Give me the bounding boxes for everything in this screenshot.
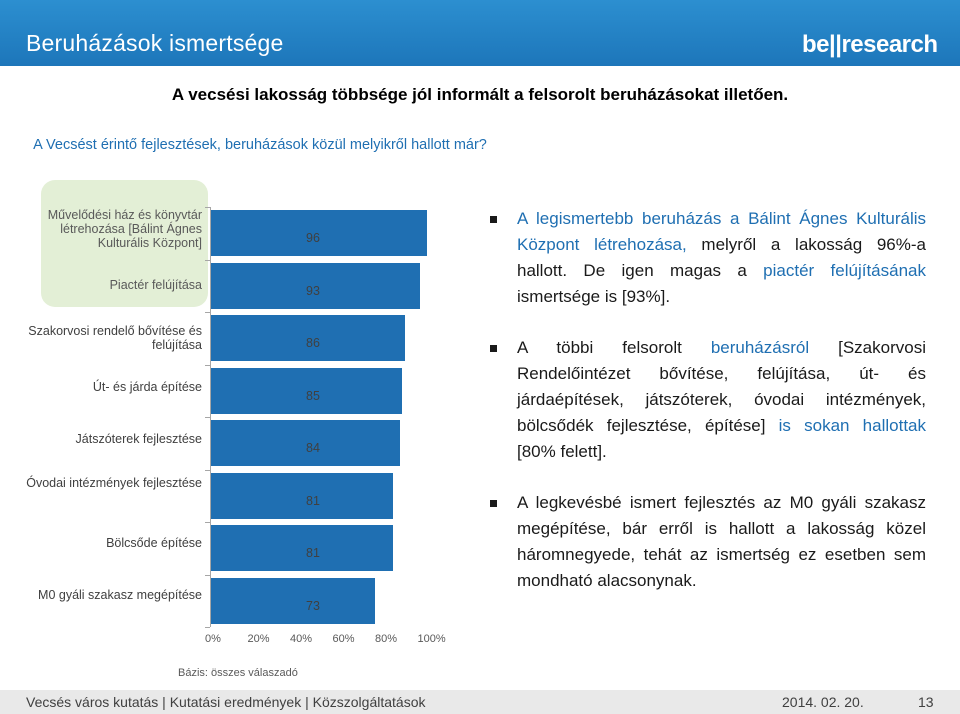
bar <box>211 315 405 362</box>
bullet-text-segment: A legkevésbé ismert fejlesztés az M0 gyá… <box>517 493 926 590</box>
bullet-square-icon <box>490 500 497 507</box>
x-axis-tick-label: 0% <box>205 633 221 645</box>
category-label: Művelődési ház és könyvtár létrehozása [… <box>47 208 202 250</box>
slide-header: Beruházások ismertsége be||research <box>0 0 960 66</box>
category-label: Piactér felújítása <box>109 278 202 292</box>
category-label: Bölcsőde építése <box>106 536 202 550</box>
category-label: Út- és járda építése <box>92 380 202 394</box>
y-axis-tick <box>205 417 210 418</box>
bar-value-label: 93 <box>306 283 320 298</box>
category-label: Óvodai intézmények fejlesztése <box>26 476 202 490</box>
x-axis-tick-label: 100% <box>417 633 446 645</box>
y-axis-tick <box>205 469 210 471</box>
bar-value-label: 81 <box>306 546 320 561</box>
bullet-square-icon <box>490 216 497 223</box>
bar <box>211 367 403 414</box>
highlight-box <box>41 180 208 307</box>
bullet-text-segment: ismertsége is [93%]. <box>517 287 671 306</box>
footer: Vecsés város kutatás | Kutatási eredmény… <box>0 690 960 714</box>
category-label: Szakorvosi rendelő bővítése és felújítás… <box>28 324 202 352</box>
bar-value-label: 85 <box>306 388 320 403</box>
bar-value-label: 96 <box>306 231 320 246</box>
page-number: 13 <box>918 694 934 710</box>
bullet-text-segment: piactér felújításának <box>763 261 926 280</box>
bar-value-label: 73 <box>306 598 320 613</box>
footer-text: Vecsés város kutatás | Kutatási eredmény… <box>26 694 426 710</box>
x-axis-tick-label: 60% <box>332 633 355 645</box>
x-axis-tick-label: 40% <box>290 633 313 645</box>
y-axis-tick <box>205 259 210 261</box>
y-axis-tick <box>205 627 210 628</box>
y-axis-tick <box>205 207 210 208</box>
bar <box>211 420 400 467</box>
bar-value-label: 84 <box>306 441 320 456</box>
category-label: Játszóterek fejlesztése <box>75 432 202 446</box>
bullet-point: A többi felsorolt beruházásról [Szakorvo… <box>490 335 926 465</box>
bar <box>211 210 427 257</box>
bar <box>211 262 421 309</box>
bar-value-label: 81 <box>306 493 320 508</box>
survey-question: A Vecsést érintő fejlesztések, beruházás… <box>33 137 487 153</box>
y-axis-tick <box>205 574 210 576</box>
bar <box>211 577 376 624</box>
y-axis-tick <box>205 522 210 523</box>
x-axis-tick-label: 80% <box>375 633 398 645</box>
bar <box>211 472 394 519</box>
category-label: M0 gyáli szakasz megépítése <box>38 588 202 602</box>
bullet-point: A legismertebb beruházás a Bálint Ágnes … <box>490 206 926 310</box>
bullet-text-segment: [80% felett]. <box>517 442 607 461</box>
bullet-text-segment: is sokan hallottak <box>778 416 926 435</box>
y-axis-tick <box>205 312 210 313</box>
y-axis-tick <box>205 364 210 366</box>
bullet-text-segment: melyről a lakosság 96%-a hallott. De ige… <box>517 235 926 280</box>
bullet-text-segment: beruházásról <box>710 338 810 357</box>
bullet-text-segment: A legismertebb beruházás a Bálint Ágnes … <box>517 209 926 254</box>
bullet-point: A legkevésbé ismert fejlesztés az M0 gyá… <box>490 490 926 594</box>
x-axis-tick-label: 20% <box>247 633 270 645</box>
y-axis-line <box>210 207 211 627</box>
brand-logo: be||research <box>802 31 938 58</box>
basis-note: Bázis: összes válaszadó <box>178 667 298 679</box>
bullet-square-icon <box>490 345 497 352</box>
slide-title: Beruházások ismertsége <box>26 30 284 56</box>
bar-value-label: 86 <box>306 336 320 351</box>
bullet-text-segment: [Szakorvosi Rendelőintézet bővítése, fel… <box>517 338 926 435</box>
footer-date: 2014. 02. 20. <box>782 694 864 710</box>
bar <box>211 525 394 572</box>
headline: A vecsési lakosság többsége jól informál… <box>171 85 789 104</box>
bullet-text-segment: A többi felsorolt <box>517 338 711 357</box>
bullet-list: A legismertebb beruházás a Bálint Ágnes … <box>490 206 926 619</box>
